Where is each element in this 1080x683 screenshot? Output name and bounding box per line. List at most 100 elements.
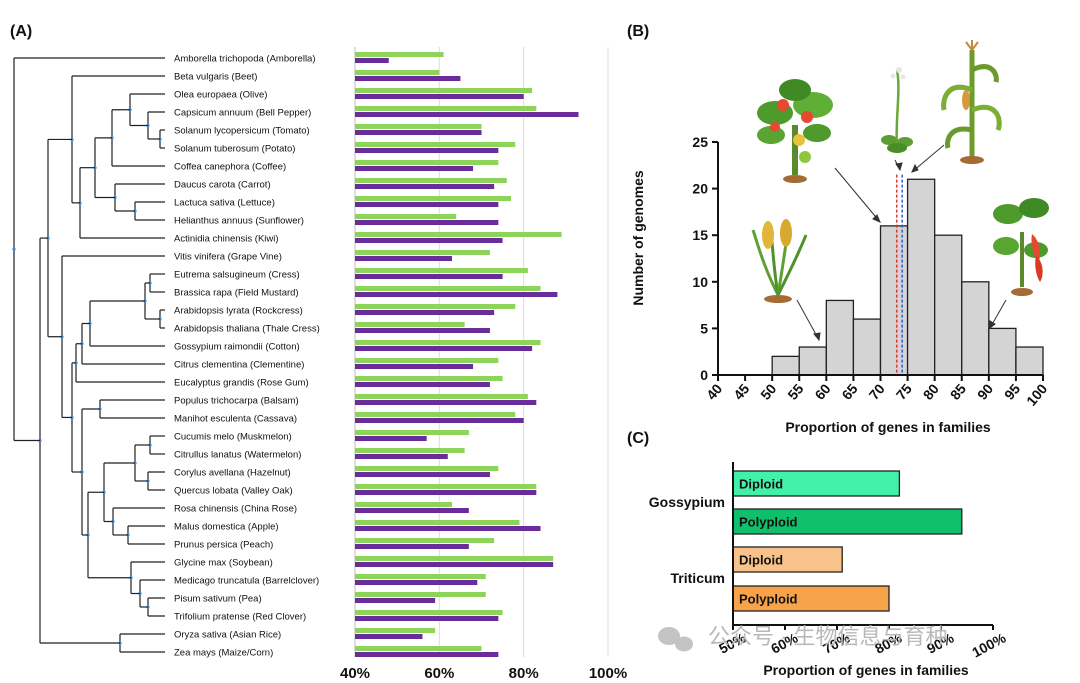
species-label-brassica-rapa-field-mustard: Brassica rapa (Field Mustard) <box>174 288 299 299</box>
species-label-pisum-sativum-pea: Pisum sativum (Pea) <box>174 594 262 605</box>
bar-green-eucalyptus-grandis-rose-gum <box>355 376 503 381</box>
bar-triticum-diploid <box>732 546 843 573</box>
bar-purple-gossypium-raimondii-cotton <box>355 346 533 351</box>
bar-purple-malus-domestica-apple <box>355 526 541 531</box>
species-label-amborella-trichopoda-amborella: Amborella trichopoda (Amborella) <box>174 54 316 65</box>
histogram-x-axis-title: Proportion of genes in families <box>785 419 991 435</box>
species-label-eutrema-salsugineum-cress: Eutrema salsugineum (Cress) <box>174 270 300 281</box>
bar-green-daucus-carota-carrot <box>355 178 507 183</box>
arabidopsis-plant-illustration <box>881 67 913 153</box>
histogram-bar-90-95 <box>988 327 1017 376</box>
species-label-oryza-sativa-asian-rice: Oryza sativa (Asian Rice) <box>174 630 281 641</box>
watermark-text: 公众号 · 生物信息与育种 <box>708 624 948 649</box>
bar-purple-arabidopsis-lyrata-rockcress <box>355 310 495 315</box>
species-label-trifolium-pratense-red-clover: Trifolium pratense (Red Clover) <box>174 612 306 623</box>
histogram-y-tick-15: 15 <box>692 227 708 243</box>
tree-node <box>12 247 16 251</box>
bar-green-zea-mays-maize-corn <box>355 646 482 651</box>
bar-purple-oryza-sativa-asian-rice <box>355 634 423 639</box>
bar-green-lactuca-sativa-lettuce <box>355 196 512 201</box>
panel-c-x-axis-title: Proportion of genes in families <box>763 662 969 678</box>
bar-purple-amborella-trichopoda-amborella <box>355 58 389 63</box>
bar-green-coffea-canephora-coffee <box>355 160 499 165</box>
bar-green-beta-vulgaris-beet <box>355 70 440 75</box>
bar-purple-solanum-tuberosum-potato <box>355 148 499 153</box>
species-label-malus-domestica-apple: Malus domestica (Apple) <box>174 522 279 533</box>
histogram-bar-75-80 <box>906 178 936 376</box>
group-label-triticum: Triticum <box>671 570 725 586</box>
bar-green-rosa-chinensis-china-rose <box>355 502 452 507</box>
histogram-bar-95-100 <box>1015 346 1044 376</box>
panel-a-bars <box>355 52 579 657</box>
histogram-bar-50-55 <box>771 355 800 376</box>
bar-green-malus-domestica-apple <box>355 520 520 525</box>
bar-green-brassica-rapa-field-mustard <box>355 286 541 291</box>
bar-purple-coffea-canephora-coffee <box>355 166 474 171</box>
species-label-solanum-lycopersicum-tomato: Solanum lycopersicum (Tomato) <box>174 126 310 137</box>
bar-green-corylus-avellana-hazelnut <box>355 466 499 471</box>
species-label-solanum-tuberosum-potato: Solanum tuberosum (Potato) <box>174 144 295 155</box>
species-label-quercus-lobata-valley-oak: Quercus lobata (Valley Oak) <box>174 486 293 497</box>
species-label-daucus-carota-carrot: Daucus carota (Carrot) <box>174 180 271 191</box>
species-label-prunus-persica-peach: Prunus persica (Peach) <box>174 540 273 551</box>
histogram-bar-70-75 <box>879 225 909 376</box>
bar-green-citrus-clementina-clementine <box>355 358 499 363</box>
bar-green-trifolium-pratense-red-clover <box>355 610 503 615</box>
histogram-bar-65-70 <box>852 318 882 376</box>
panel-a-x-tick: 80% <box>509 665 539 682</box>
bar-green-quercus-lobata-valley-oak <box>355 484 537 489</box>
bar-purple-solanum-lycopersicum-tomato <box>355 130 482 135</box>
bar-purple-citrus-clementina-clementine <box>355 364 474 369</box>
bar-green-manihot-esculenta-cassava <box>355 412 516 417</box>
species-label-medicago-truncatula-barrelclover: Medicago truncatula (Barrelclover) <box>174 576 319 587</box>
bar-purple-rosa-chinensis-china-rose <box>355 508 469 513</box>
species-label-arabidopsis-lyrata-rockcress: Arabidopsis lyrata (Rockcress) <box>174 306 303 317</box>
bar-purple-beta-vulgaris-beet <box>355 76 461 81</box>
bar-label-triticum-polyploid: Polyploid <box>739 592 798 607</box>
bar-green-capsicum-annuum-bell-pepper <box>355 106 537 111</box>
species-label-corylus-avellana-hazelnut: Corylus avellana (Hazelnut) <box>174 468 291 479</box>
phylogenetic-tree <box>12 57 165 653</box>
bar-green-gossypium-raimondii-cotton <box>355 340 541 345</box>
species-label-citrus-clementina-clementine: Citrus clementina (Clementine) <box>174 360 304 371</box>
bar-green-glycine-max-soybean <box>355 556 554 561</box>
species-label-glycine-max-soybean: Glycine max (Soybean) <box>174 558 273 569</box>
bar-purple-corylus-avellana-hazelnut <box>355 472 490 477</box>
bar-purple-daucus-carota-carrot <box>355 184 495 189</box>
histogram-y-tick-10: 10 <box>692 274 708 290</box>
bar-purple-arabidopsis-thaliana-thale-cress <box>355 328 490 333</box>
histogram-y-tick-0: 0 <box>700 367 708 383</box>
rice-plant-illustration <box>751 219 808 303</box>
species-label-actinidia-chinensis-kiwi: Actinidia chinensis (Kiwi) <box>174 234 279 245</box>
species-label-olea-europaea-olive: Olea europaea (Olive) <box>174 90 267 101</box>
bar-purple-medicago-truncatula-barrelclover <box>355 580 478 585</box>
bar-green-vitis-vinifera-grape-vine <box>355 250 490 255</box>
histogram-y-tick-20: 20 <box>692 181 708 197</box>
bar-purple-capsicum-annuum-bell-pepper <box>355 112 579 117</box>
panel-a-x-tick: 60% <box>424 665 454 682</box>
wechat-icon <box>658 627 693 652</box>
bar-purple-olea-europaea-olive <box>355 94 524 99</box>
species-label-arabidopsis-thaliana-thale-cress: Arabidopsis thaliana (Thale Cress) <box>174 324 320 335</box>
histogram-bar-55-60 <box>798 346 827 376</box>
bar-green-oryza-sativa-asian-rice <box>355 628 436 633</box>
panel-a-x-tick: 40% <box>340 665 370 682</box>
bar-purple-trifolium-pratense-red-clover <box>355 616 499 621</box>
bar-purple-zea-mays-maize-corn <box>355 652 499 657</box>
bar-label-triticum-diploid: Diploid <box>739 553 783 568</box>
species-label-coffea-canephora-coffee: Coffea canephora (Coffee) <box>174 162 286 173</box>
bar-purple-helianthus-annuus-sunflower <box>355 220 499 225</box>
bar-purple-manihot-esculenta-cassava <box>355 418 524 423</box>
panel-c-bar-chart: Gossypium Diploid Polyploid Triticum Diploid… <box>649 462 1009 660</box>
bar-green-populus-trichocarpa-balsam <box>355 394 528 399</box>
bar-purple-eutrema-salsugineum-cress <box>355 274 503 279</box>
bar-purple-vitis-vinifera-grape-vine <box>355 256 452 261</box>
pointer-arrows <box>796 144 1007 342</box>
bar-green-helianthus-annuus-sunflower <box>355 214 457 219</box>
panel-c-label: (C) <box>627 430 649 447</box>
bar-label-gossypium-diploid: Diploid <box>739 477 783 492</box>
bar-green-arabidopsis-lyrata-rockcress <box>355 304 516 309</box>
bar-green-eutrema-salsugineum-cress <box>355 268 528 273</box>
tomato-plant-illustration <box>757 79 833 183</box>
